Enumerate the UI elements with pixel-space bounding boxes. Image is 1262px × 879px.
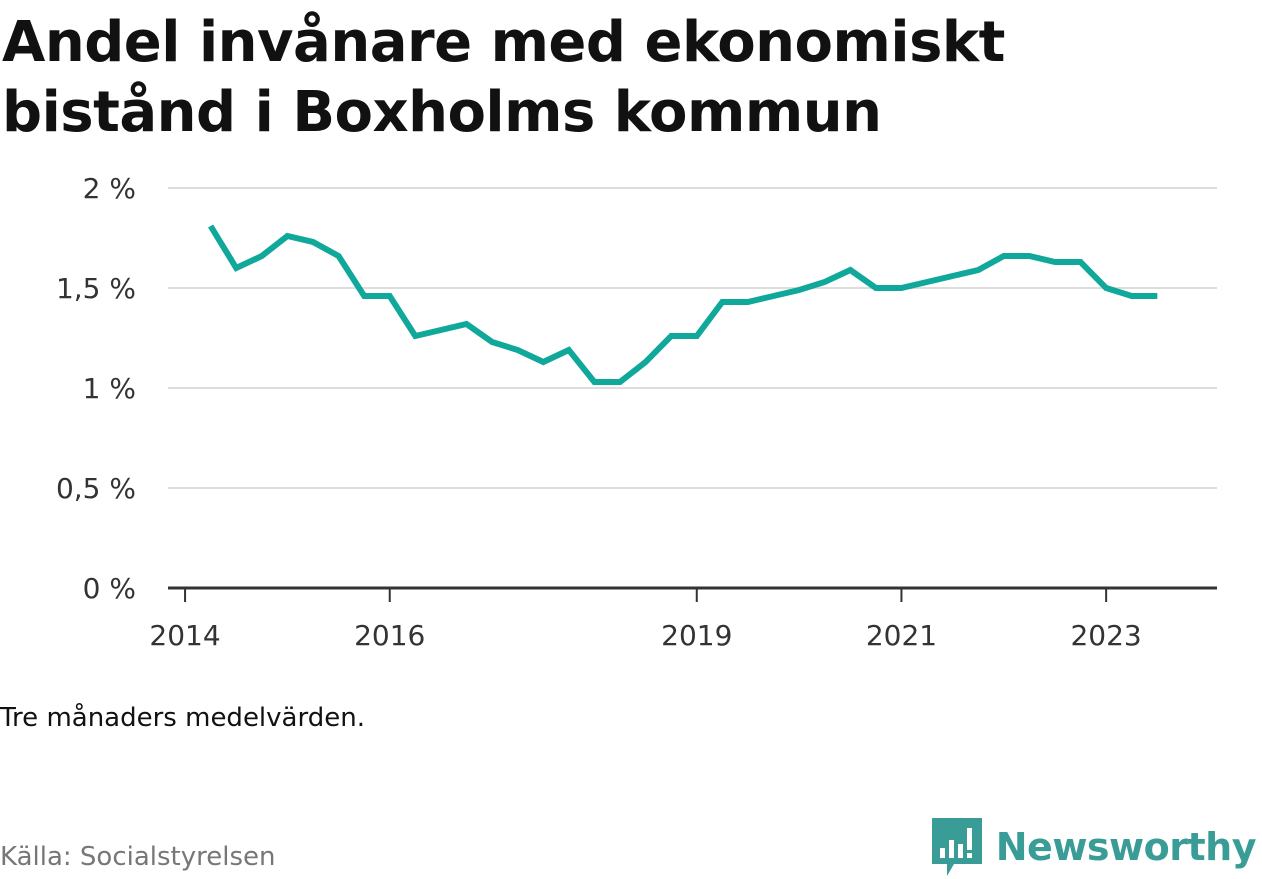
newsworthy-brand: Newsworthy <box>931 818 1257 876</box>
y-tick-label: 2 % <box>83 172 136 205</box>
newsworthy-chart-icon <box>931 818 982 876</box>
x-tick-label: 2016 <box>354 619 425 652</box>
x-tick-label: 2019 <box>661 619 732 652</box>
series-layer <box>208 224 1158 385</box>
series-line <box>208 224 1158 385</box>
source-text: Källa: Socialstyrelsen <box>0 842 276 872</box>
x-tick-label: 2014 <box>149 619 220 652</box>
chart-note: Tre månaders medelvärden. <box>0 703 365 733</box>
x-axis: 2014 2016 2019 2021 2023 <box>149 586 1217 652</box>
y-axis-labels: 0 % 0,5 % 1 % 1,5 % 2 % <box>56 172 136 605</box>
y-tick-label: 1,5 % <box>56 272 136 305</box>
chart-title: Andel invånare med ekonomiskt bistånd i … <box>2 10 1005 145</box>
brand-name: Newsworthy <box>995 825 1257 869</box>
grid-lines <box>168 187 1217 489</box>
y-tick-label: 0,5 % <box>56 472 136 505</box>
x-tick-label: 2021 <box>866 619 937 652</box>
x-tick-label: 2023 <box>1070 619 1141 652</box>
y-tick-label: 0 % <box>83 572 136 605</box>
y-tick-label: 1 % <box>83 372 136 405</box>
